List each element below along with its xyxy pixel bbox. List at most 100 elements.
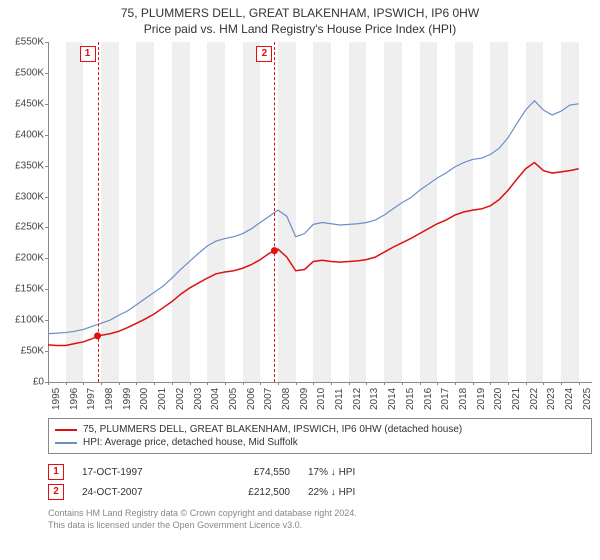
y-tick-label: £200K xyxy=(0,253,44,264)
x-tick-label: 2022 xyxy=(529,388,540,410)
x-tick-mark xyxy=(455,382,456,385)
x-tick-label: 2006 xyxy=(246,388,257,410)
x-tick-mark xyxy=(154,382,155,385)
x-tick-label: 2003 xyxy=(193,388,204,410)
x-tick-mark xyxy=(384,382,385,385)
sale-marker-badge: 1 xyxy=(80,46,96,62)
y-tick-label: £150K xyxy=(0,284,44,295)
x-tick-mark xyxy=(561,382,562,385)
series-line-price_paid xyxy=(48,163,579,346)
x-tick-mark xyxy=(490,382,491,385)
x-tick-label: 2001 xyxy=(157,388,168,410)
series-line-hpi xyxy=(48,101,579,334)
y-tick-label: £100K xyxy=(0,315,44,326)
y-tick-label: £250K xyxy=(0,222,44,233)
y-tick-mark xyxy=(45,289,48,290)
x-tick-mark xyxy=(579,382,580,385)
x-tick-mark xyxy=(331,382,332,385)
x-tick-label: 2013 xyxy=(369,388,380,410)
x-axis-line xyxy=(48,382,592,383)
x-tick-label: 1995 xyxy=(51,388,62,410)
legend-item-price-paid: 75, PLUMMERS DELL, GREAT BLAKENHAM, IPSW… xyxy=(55,423,585,436)
y-tick-label: £550K xyxy=(0,37,44,48)
marker-badge-1: 1 xyxy=(48,464,64,480)
x-tick-label: 2011 xyxy=(334,388,345,410)
data-point-pct: 17% ↓ HPI xyxy=(308,467,398,478)
y-tick-mark xyxy=(45,73,48,74)
legend-swatch xyxy=(55,442,77,444)
x-tick-label: 2005 xyxy=(228,388,239,410)
x-tick-label: 1998 xyxy=(104,388,115,410)
x-tick-label: 2008 xyxy=(281,388,292,410)
data-point-date: 24-OCT-2007 xyxy=(82,487,192,498)
x-tick-mark xyxy=(207,382,208,385)
sale-marker-badge: 2 xyxy=(256,46,272,62)
sale-marker-line xyxy=(98,42,99,382)
y-tick-mark xyxy=(45,197,48,198)
y-tick-mark xyxy=(45,166,48,167)
x-tick-mark xyxy=(225,382,226,385)
y-tick-label: £400K xyxy=(0,129,44,140)
x-tick-mark xyxy=(260,382,261,385)
x-tick-mark xyxy=(172,382,173,385)
x-tick-mark xyxy=(349,382,350,385)
x-tick-mark xyxy=(508,382,509,385)
sale-marker-line xyxy=(274,42,275,382)
x-tick-mark xyxy=(543,382,544,385)
x-tick-label: 2019 xyxy=(476,388,487,410)
legend-label: 75, PLUMMERS DELL, GREAT BLAKENHAM, IPSW… xyxy=(83,424,462,435)
legend-item-hpi: HPI: Average price, detached house, Mid … xyxy=(55,436,585,449)
x-tick-mark xyxy=(119,382,120,385)
x-tick-label: 2017 xyxy=(440,388,451,410)
data-points-block: 1 17-OCT-1997 £74,550 17% ↓ HPI 2 24-OCT… xyxy=(48,462,592,502)
y-tick-mark xyxy=(45,135,48,136)
x-tick-mark xyxy=(48,382,49,385)
x-tick-label: 2018 xyxy=(458,388,469,410)
y-tick-mark xyxy=(45,258,48,259)
x-tick-mark xyxy=(278,382,279,385)
y-tick-label: £500K xyxy=(0,67,44,78)
x-tick-mark xyxy=(437,382,438,385)
y-tick-mark xyxy=(45,104,48,105)
y-tick-mark xyxy=(45,227,48,228)
footer-attribution: Contains HM Land Registry data © Crown c… xyxy=(48,508,592,531)
y-tick-label: £350K xyxy=(0,160,44,171)
footer-line2: This data is licensed under the Open Gov… xyxy=(48,520,592,532)
x-tick-mark xyxy=(313,382,314,385)
x-tick-mark xyxy=(101,382,102,385)
data-point-row: 1 17-OCT-1997 £74,550 17% ↓ HPI xyxy=(48,462,592,482)
data-point-price: £212,500 xyxy=(210,487,290,498)
x-tick-label: 1999 xyxy=(122,388,133,410)
legend: 75, PLUMMERS DELL, GREAT BLAKENHAM, IPSW… xyxy=(48,418,592,454)
x-tick-mark xyxy=(402,382,403,385)
x-tick-label: 2015 xyxy=(405,388,416,410)
footer-line1: Contains HM Land Registry data © Crown c… xyxy=(48,508,592,520)
data-point-price: £74,550 xyxy=(210,467,290,478)
y-tick-label: £300K xyxy=(0,191,44,202)
x-tick-mark xyxy=(420,382,421,385)
x-tick-label: 2004 xyxy=(210,388,221,410)
chart-title-line2: Price paid vs. HM Land Registry's House … xyxy=(0,20,600,40)
x-tick-label: 2002 xyxy=(175,388,186,410)
x-tick-label: 2007 xyxy=(263,388,274,410)
x-tick-mark xyxy=(190,382,191,385)
legend-swatch xyxy=(55,429,77,431)
y-tick-mark xyxy=(45,42,48,43)
x-tick-label: 1997 xyxy=(86,388,97,410)
y-tick-mark xyxy=(45,351,48,352)
x-tick-label: 2000 xyxy=(139,388,150,410)
x-tick-label: 2025 xyxy=(582,388,593,410)
x-tick-label: 2023 xyxy=(546,388,557,410)
x-tick-label: 1996 xyxy=(69,388,80,410)
y-tick-mark xyxy=(45,320,48,321)
chart-title-line1: 75, PLUMMERS DELL, GREAT BLAKENHAM, IPSW… xyxy=(0,0,600,20)
x-tick-mark xyxy=(526,382,527,385)
x-tick-mark xyxy=(296,382,297,385)
data-point-date: 17-OCT-1997 xyxy=(82,467,192,478)
x-tick-mark xyxy=(243,382,244,385)
data-point-pct: 22% ↓ HPI xyxy=(308,487,398,498)
y-tick-label: £450K xyxy=(0,98,44,109)
data-point-row: 2 24-OCT-2007 £212,500 22% ↓ HPI xyxy=(48,482,592,502)
y-tick-label: £0 xyxy=(0,377,44,388)
marker-badge-2: 2 xyxy=(48,484,64,500)
